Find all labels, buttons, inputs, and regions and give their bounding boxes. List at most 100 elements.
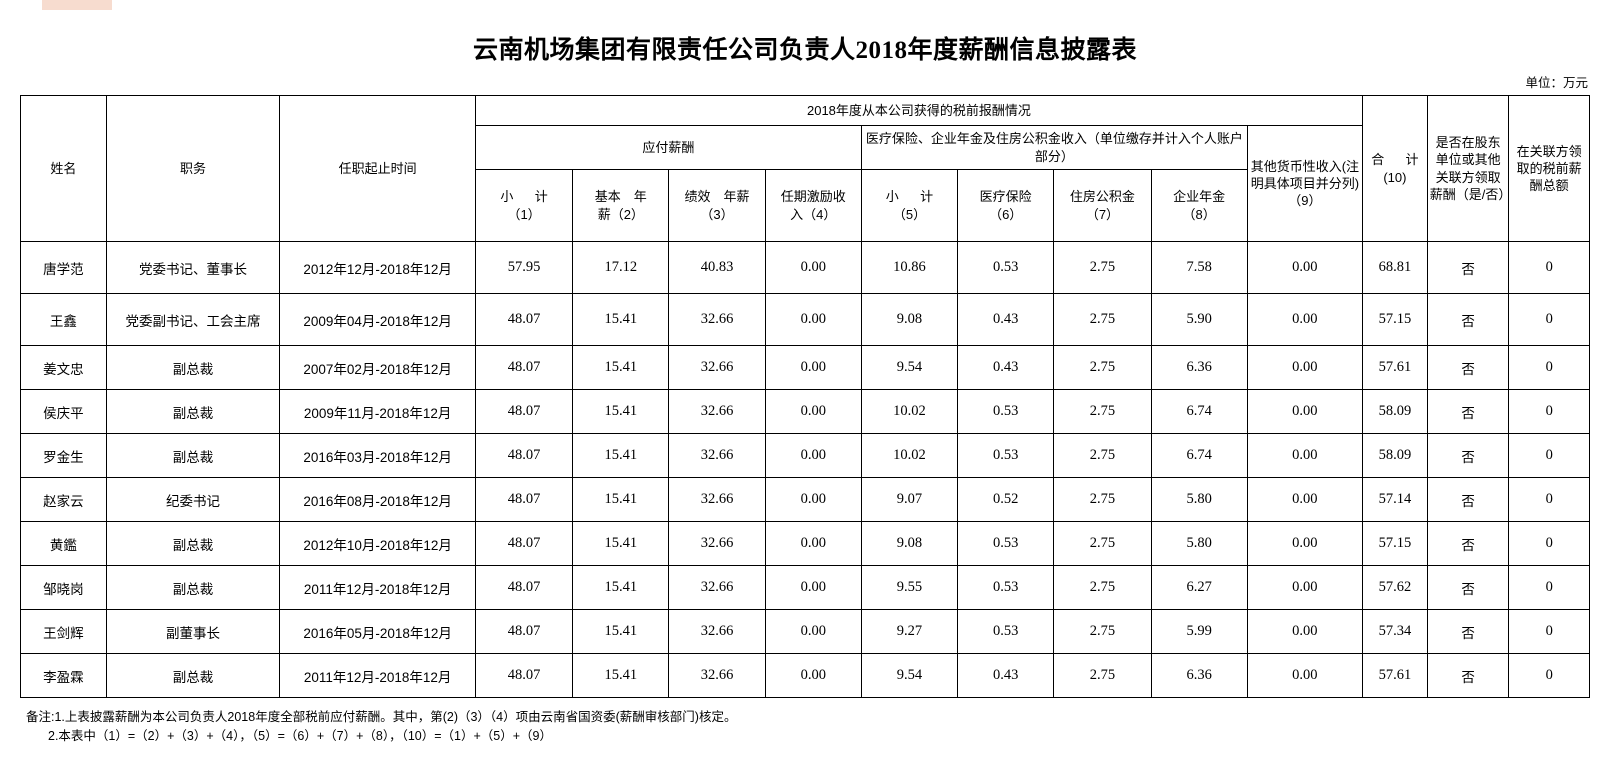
cell-performance-salary: 32.66 <box>668 521 766 566</box>
table-row: 罗金生 副总裁 2016年03月-2018年12月 48.07 15.41 32.66 0.… <box>20 433 1590 478</box>
footnotes: 备注:1.上表披露薪酬为本公司负责人2018年度全部税前应付薪酬。其中，第(2)… <box>0 698 1610 747</box>
cell-housing-fund: 2.75 <box>1053 477 1152 522</box>
cell-from-shareholder: 否 <box>1426 345 1510 390</box>
header-col5-line1: 小 计 <box>885 189 938 205</box>
header-col3-line2: （3） <box>700 206 734 222</box>
table-row: 李盈霖 副总裁 2011年12月-2018年12月 48.07 15.41 32.66 0.… <box>20 653 1590 698</box>
cell-other-monetary: 0.00 <box>1246 521 1363 566</box>
cell-related-party-total: 0 <box>1508 345 1590 390</box>
cell-base-salary: 15.41 <box>572 345 670 390</box>
cell-annuity: 6.36 <box>1150 345 1248 390</box>
cell-from-shareholder: 否 <box>1426 477 1510 522</box>
footnote-line-2: 2.本表中（1）=（2）+（3）+（4），（5）=（6）+（7）+（8），（10… <box>48 729 552 744</box>
cell-base-salary: 17.12 <box>572 241 670 294</box>
cell-from-shareholder: 否 <box>1426 609 1510 654</box>
header-row-1: 姓名 职务 任职起止时间 2018年度从本公司获得的税前报酬情况 合 计 (10… <box>20 95 1590 242</box>
cell-housing-fund: 2.75 <box>1053 433 1152 478</box>
cell-term-incentive: 0.00 <box>764 433 862 478</box>
header-row-2: 应付薪酬 医疗保险、企业年金及住房公积金收入（单位缴存并计入个人账户部分） 其他… <box>21 125 1590 242</box>
header-col6-line2: （6） <box>989 206 1023 222</box>
cell-term-incentive: 0.00 <box>764 293 862 346</box>
cell-related-party-total: 0 <box>1508 241 1590 294</box>
header-group-insurance: 医疗保险、企业年金及住房公积金收入（单位缴存并计入个人账户部分） <box>860 125 1248 170</box>
cell-performance-salary: 32.66 <box>668 293 766 346</box>
cell-base-salary: 15.41 <box>572 389 670 434</box>
cell-total: 57.15 <box>1361 293 1428 346</box>
cell-housing-fund: 2.75 <box>1053 345 1152 390</box>
cell-subtotal-insurance: 10.02 <box>860 389 959 434</box>
cell-housing-fund: 2.75 <box>1053 293 1152 346</box>
cell-subtotal-insurance: 9.54 <box>860 653 959 698</box>
cell-subtotal-pay: 48.07 <box>474 521 574 566</box>
table-container: 姓名 职务 任职起止时间 2018年度从本公司获得的税前报酬情况 合 计 (10… <box>0 95 1610 698</box>
cell-subtotal-insurance: 9.27 <box>860 609 959 654</box>
scan-artifact <box>42 0 112 10</box>
header-col8-annuity: 企业年金 （8） <box>1150 169 1248 242</box>
header-col10-line1: 合 计 <box>1371 152 1423 168</box>
cell-related-party-total: 0 <box>1508 433 1590 478</box>
cell-related-party-total: 0 <box>1508 389 1590 434</box>
cell-performance-salary: 32.66 <box>668 345 766 390</box>
table-row: 黄鑑 副总裁 2012年10月-2018年12月 48.07 15.41 32.66 0.0… <box>20 521 1590 566</box>
cell-position: 副总裁 <box>105 389 281 434</box>
cell-tenure: 2009年11月-2018年12月 <box>279 389 476 434</box>
table-row: 姜文忠 副总裁 2007年02月-2018年12月 48.07 15.41 32.66 0.… <box>20 345 1590 390</box>
cell-medical: 0.43 <box>957 653 1055 698</box>
cell-housing-fund: 2.75 <box>1053 609 1152 654</box>
header-col4-line1: 任期激励收 <box>780 189 846 205</box>
cell-base-salary: 15.41 <box>572 521 670 566</box>
header-col5-line2: （5） <box>892 206 927 222</box>
cell-subtotal-pay: 48.07 <box>474 609 574 654</box>
cell-name: 姜文忠 <box>20 345 107 390</box>
header-col2-base-salary: 基本 年 薪（2） <box>572 169 670 242</box>
cell-other-monetary: 0.00 <box>1246 565 1363 610</box>
cell-medical: 0.53 <box>957 241 1055 294</box>
header-col11-from-shareholder: 是否在股东单位或其他关联方领取薪酬（是/否） <box>1426 95 1511 242</box>
cell-from-shareholder: 否 <box>1426 241 1510 294</box>
header-col1-line1: 小 计 <box>500 189 552 205</box>
cell-housing-fund: 2.75 <box>1053 521 1152 566</box>
unit-label: 单位：万元 <box>1525 76 1588 90</box>
cell-tenure: 2012年10月-2018年12月 <box>279 521 476 566</box>
header-col4-line2: 入（4） <box>790 206 837 222</box>
header-col10-line2: (10) <box>1383 169 1407 185</box>
cell-position: 党委副书记、工会主席 <box>105 293 281 346</box>
header-col5-subtotal-insurance: 小 计 （5） <box>860 169 959 242</box>
cell-from-shareholder: 否 <box>1426 389 1510 434</box>
cell-tenure: 2007年02月-2018年12月 <box>279 345 476 390</box>
cell-term-incentive: 0.00 <box>764 653 862 698</box>
cell-performance-salary: 32.66 <box>668 477 766 522</box>
cell-total: 57.61 <box>1361 345 1428 390</box>
cell-performance-salary: 32.66 <box>668 609 766 654</box>
cell-position: 副总裁 <box>105 521 281 566</box>
header-col1-subtotal-pay: 小 计 （1） <box>474 169 574 242</box>
cell-from-shareholder: 否 <box>1426 293 1510 346</box>
cell-subtotal-pay: 48.07 <box>474 433 574 478</box>
table-row: 赵家云 纪委书记 2016年08月-2018年12月 48.07 15.41 32.66 0… <box>20 477 1590 522</box>
page-title: 云南机场集团有限责任公司负责人2018年度薪酬信息披露表 <box>472 37 1137 64</box>
table-row: 邹晓岗 副总裁 2011年12月-2018年12月 48.07 15.41 32.66 0.… <box>20 565 1590 610</box>
cell-subtotal-pay: 48.07 <box>474 293 574 346</box>
header-col9-other-monetary: 其他货币性收入(注明具体项目并分列)（9） <box>1246 125 1363 242</box>
cell-medical: 0.53 <box>957 521 1055 566</box>
cell-subtotal-pay: 48.07 <box>474 345 574 390</box>
cell-other-monetary: 0.00 <box>1246 293 1363 346</box>
cell-annuity: 5.80 <box>1150 477 1248 522</box>
cell-from-shareholder: 否 <box>1426 653 1510 698</box>
cell-total: 57.62 <box>1361 565 1428 610</box>
cell-subtotal-insurance: 9.07 <box>860 477 959 522</box>
cell-term-incentive: 0.00 <box>764 565 862 610</box>
cell-annuity: 5.80 <box>1150 521 1248 566</box>
cell-other-monetary: 0.00 <box>1246 653 1363 698</box>
cell-position: 副总裁 <box>105 565 281 610</box>
cell-tenure: 2012年12月-2018年12月 <box>279 241 476 294</box>
cell-medical: 0.43 <box>957 293 1055 346</box>
header-col8-line2: （8） <box>1182 206 1216 222</box>
cell-annuity: 6.36 <box>1150 653 1248 698</box>
cell-annuity: 7.58 <box>1150 241 1248 294</box>
cell-total: 58.09 <box>1361 389 1428 434</box>
cell-related-party-total: 0 <box>1508 565 1590 610</box>
cell-annuity: 6.74 <box>1150 389 1248 434</box>
cell-total: 57.15 <box>1361 521 1428 566</box>
